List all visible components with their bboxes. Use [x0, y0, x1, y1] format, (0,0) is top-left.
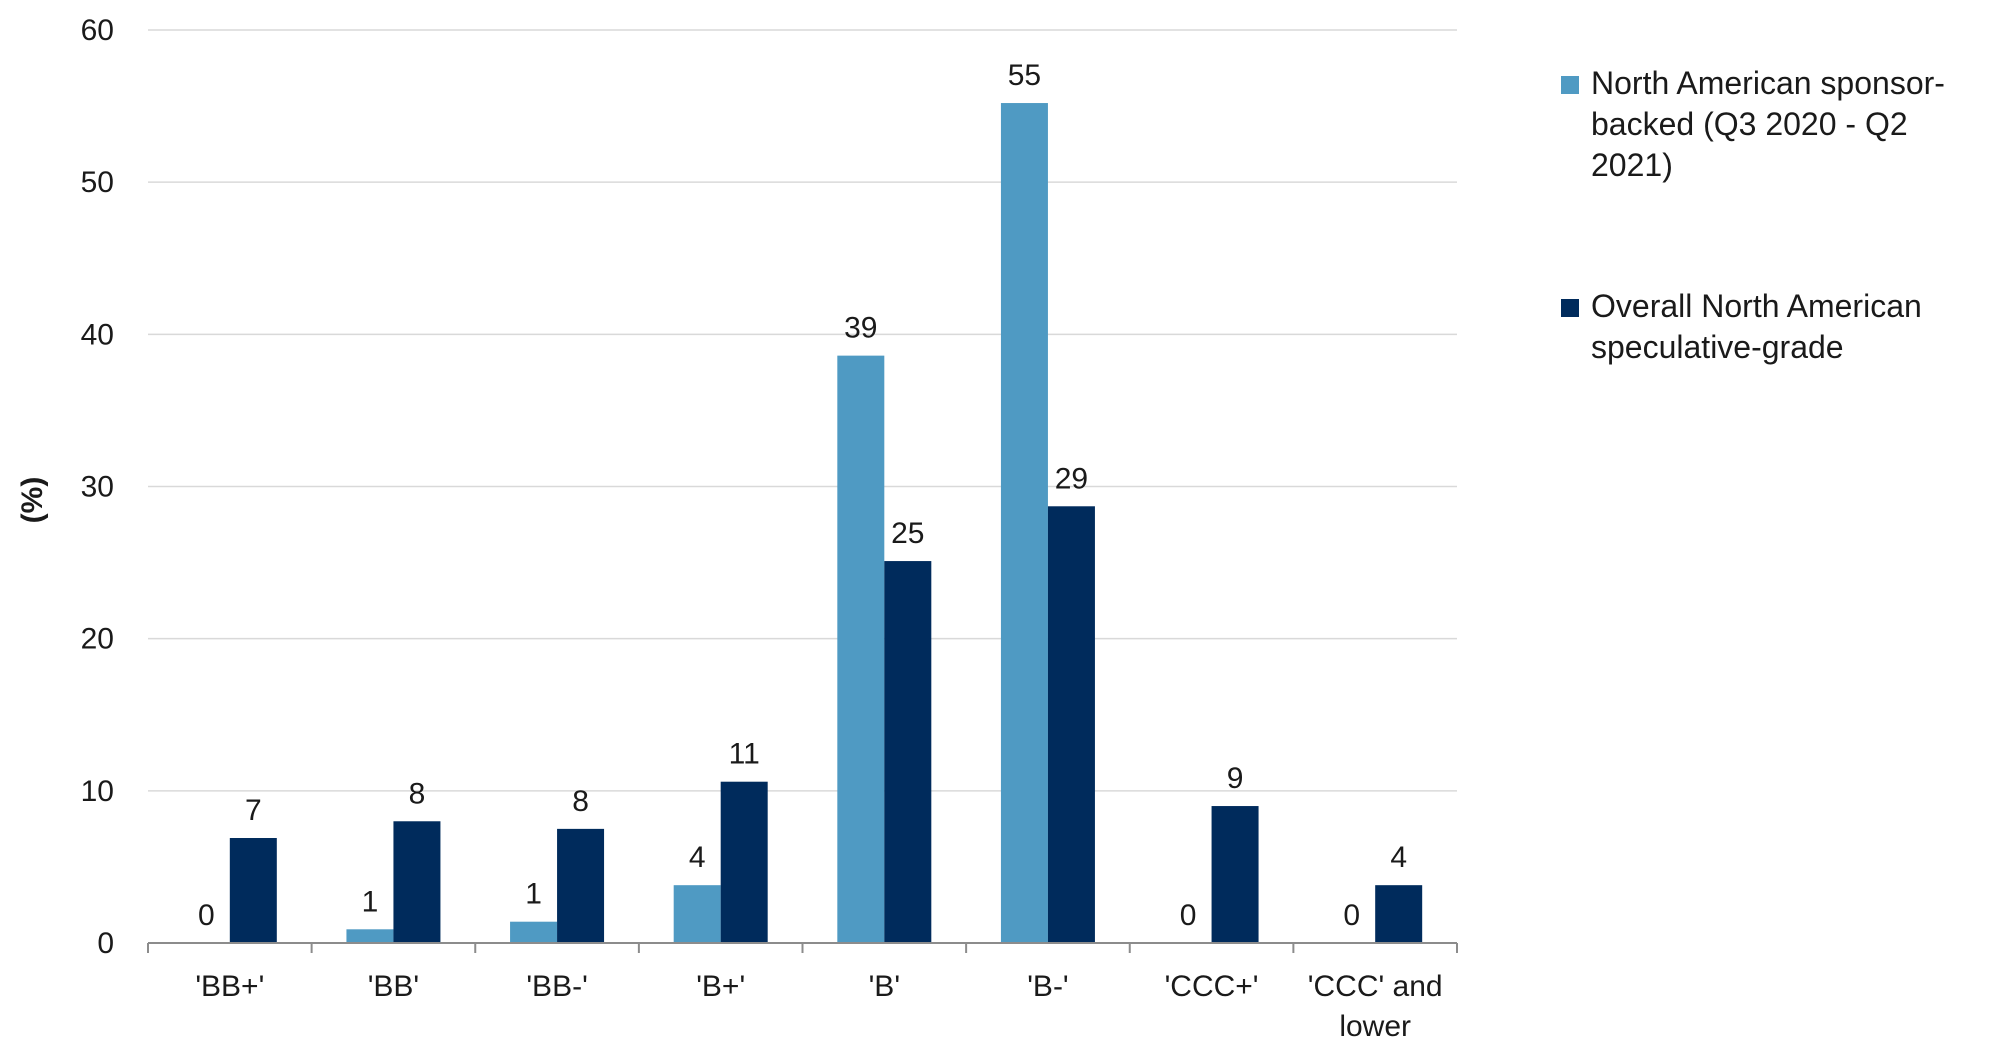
data-label: 1 [525, 878, 542, 911]
bar-series-1 [1000, 103, 1048, 944]
data-label: 0 [198, 899, 215, 932]
legend-swatch-1 [1561, 76, 1579, 94]
y-tick-label: 60 [81, 14, 114, 47]
data-label: 0 [1180, 899, 1197, 932]
bar-series-1 [510, 921, 558, 943]
y-tick-labels: 0 10 20 30 40 50 60 [81, 14, 114, 960]
x-tick-label: 'BB+' [195, 970, 264, 1003]
data-label: 9 [1227, 762, 1244, 795]
x-tick-label: 'CCC+' [1165, 970, 1259, 1003]
data-label: 4 [689, 841, 706, 874]
y-tick-label: 40 [81, 318, 114, 351]
data-label: 25 [891, 517, 924, 550]
data-label: 0 [1343, 899, 1360, 932]
x-tick-label: 'BB' [368, 970, 419, 1003]
bar-series-1 [346, 929, 394, 943]
x-tick-label: 'BB-' [526, 970, 587, 1003]
gridlines [148, 29, 1457, 792]
bar-series-1 [673, 885, 721, 943]
bar-series-2 [557, 828, 605, 943]
legend-label-2: Overall North American speculative-grade [1591, 288, 1922, 365]
x-tick-label: 'CCC' and lower [1308, 970, 1443, 1043]
bar-series-2 [229, 838, 277, 943]
data-label: 55 [1008, 59, 1041, 92]
y-tick-label: 0 [97, 927, 114, 960]
data-label: 1 [362, 885, 379, 918]
legend-swatch-2 [1561, 299, 1579, 317]
data-label: 39 [844, 312, 877, 345]
x-tick-label: 'B+' [696, 970, 745, 1003]
x-tick-labels: 'BB+' 'BB' 'BB-' 'B+' 'B' 'B-' 'CCC+' 'CCC' and… [195, 970, 1442, 1043]
bar-series-2 [1047, 506, 1095, 943]
bar-series-2 [720, 781, 768, 943]
y-tick-label: 20 [81, 623, 114, 656]
legend-label-1: North American sponsor-backed (Q3 2020 -… [1591, 65, 1945, 183]
data-label: 4 [1390, 841, 1407, 874]
bar-series-2 [884, 561, 932, 943]
legend: North American sponsor-backed (Q3 2020 -… [1561, 65, 1945, 365]
data-label: 29 [1055, 462, 1088, 495]
y-axis-title: (%) [16, 477, 49, 524]
y-tick-label: 50 [81, 166, 114, 199]
y-tick-label: 30 [81, 471, 114, 504]
y-tick-label: 10 [81, 775, 114, 808]
bar-series-2 [1375, 885, 1423, 943]
bars [229, 103, 1423, 944]
data-label: 8 [572, 785, 589, 818]
bar-series-2 [393, 821, 441, 943]
data-label: 8 [409, 777, 426, 810]
bar-series-2 [1211, 806, 1259, 943]
data-label: 7 [245, 794, 262, 827]
x-axis [147, 942, 1458, 953]
x-tick-label: 'B-' [1027, 970, 1068, 1003]
data-label: 11 [729, 738, 760, 771]
x-tick-label: 'B' [869, 970, 900, 1003]
bar-series-1 [837, 355, 885, 943]
